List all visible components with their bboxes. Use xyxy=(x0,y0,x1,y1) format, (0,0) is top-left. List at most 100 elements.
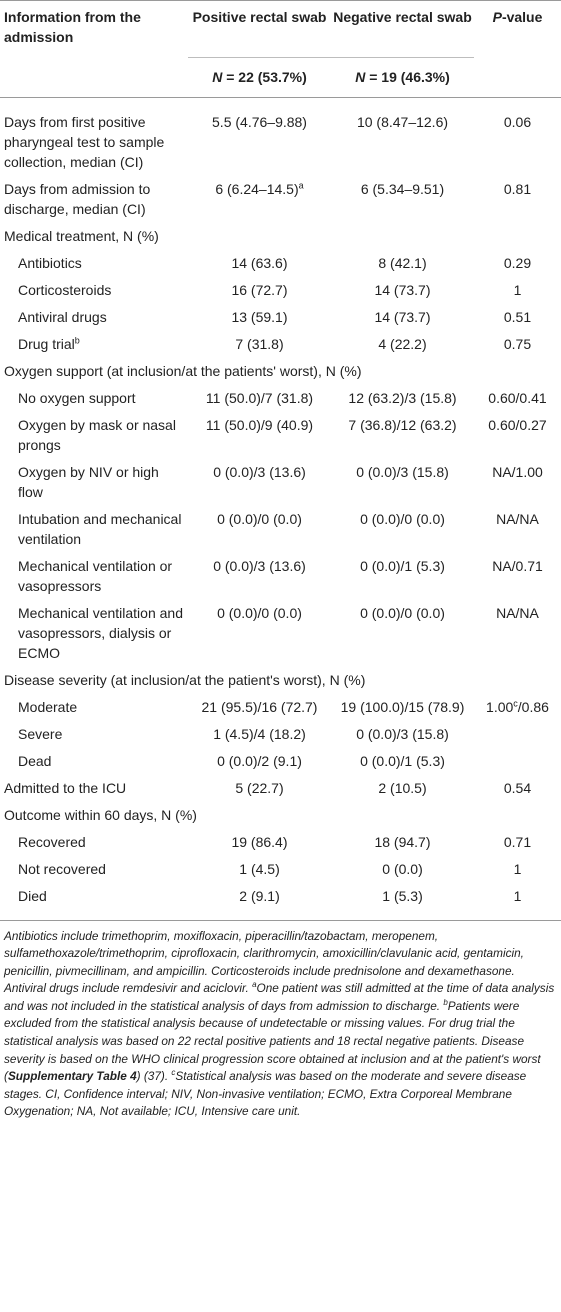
header-negative: Negative rectal swab xyxy=(331,0,474,57)
n-negative-letter: N xyxy=(355,68,366,85)
row-label: Oxygen by mask or nasal prongs xyxy=(18,416,176,453)
table-row: Corticosteroids 16 (72.7) 14 (73.7) 1 xyxy=(0,276,561,303)
cell-p-value: NA/NA xyxy=(496,510,539,527)
cell-positive: 11 (50.0)/7 (31.8) xyxy=(205,389,314,406)
cell-p-value: 1 xyxy=(474,881,561,921)
table-row: Mechanical ventilation or vasopressors 0… xyxy=(0,552,561,599)
row-label: Dead xyxy=(18,752,52,769)
cell-positive: 0 (0.0)/3 (13.6) xyxy=(213,557,306,574)
table-row: Days from first positive pharyngeal test… xyxy=(0,97,561,175)
table-row: Oxygen by mask or nasal prongs 11 (50.0)… xyxy=(0,411,561,458)
n-negative-value: = 19 (46.3%) xyxy=(365,68,450,85)
cell-negative: 12 (63.2)/3 (15.8) xyxy=(348,389,457,406)
cell-p-value: 0.54 xyxy=(503,779,532,796)
cell-negative: 6 (5.34–9.51) xyxy=(360,180,445,197)
row-label: Oxygen by NIV or high flow xyxy=(18,463,159,500)
footnote-marker: c xyxy=(513,697,518,708)
cell-negative: 0 (0.0) xyxy=(382,860,423,877)
footnote-marker: b xyxy=(74,334,80,345)
cell-negative: 2 (10.5) xyxy=(378,779,427,796)
header-information: Information from the admission xyxy=(0,0,188,57)
cell-p-value: 1.00c/0.86 xyxy=(486,697,549,715)
cell-p-value: 0.51 xyxy=(503,308,532,325)
table-row: Severe 1 (4.5)/4 (18.2) 0 (0.0)/3 (15.8) xyxy=(0,720,561,747)
table-footnote: Antibiotics include trimethoprim, moxifl… xyxy=(4,928,555,1119)
row-label: Corticosteroids xyxy=(18,281,112,298)
cell-positive: 21 (95.5)/16 (72.7) xyxy=(201,698,318,715)
section-row: Medical treatment, N (%) xyxy=(0,222,561,249)
cell-p-value: NA/0.71 xyxy=(492,557,543,574)
cell-p-value: NA/NA xyxy=(496,604,539,621)
n-negative: N = 19 (46.3%) xyxy=(331,56,474,98)
cell-positive: 1 (4.5)/4 (18.2) xyxy=(213,725,306,742)
cell-p-value: 0.60/0.27 xyxy=(488,416,547,433)
cell-positive: 6 (6.24–14.5)a xyxy=(215,179,304,197)
table-row: Not recovered 1 (4.5) 0 (0.0) 1 xyxy=(0,855,561,882)
table-row: Oxygen by NIV or high flow 0 (0.0)/3 (13… xyxy=(0,458,561,505)
cell-negative: 8 (42.1) xyxy=(378,254,427,271)
footnote-marker: a xyxy=(252,980,257,990)
section-label: Medical treatment, N (%) xyxy=(4,227,159,244)
row-label: No oxygen support xyxy=(18,389,136,406)
row-label: Mechanical ventilation or vasopressors xyxy=(18,557,173,594)
cell-positive: 5.5 (4.76–9.88) xyxy=(212,113,307,130)
cell-negative: 1 (5.3) xyxy=(331,881,474,921)
footnote-marker: b xyxy=(443,997,448,1007)
cell-negative: 0 (0.0)/0 (0.0) xyxy=(360,604,445,621)
row-label: Severe xyxy=(18,725,63,742)
section-label: Disease severity (at inclusion/at the pa… xyxy=(4,671,366,688)
cell-p-value xyxy=(474,747,561,774)
cell-negative: 18 (94.7) xyxy=(374,833,431,850)
table-row: Died 2 (9.1) 1 (5.3) 1 xyxy=(0,881,561,921)
cell-negative: 0 (0.0)/0 (0.0) xyxy=(360,510,445,527)
cell-positive: 2 (9.1) xyxy=(188,881,331,921)
supplementary-table-link[interactable]: Supplementary Table 4 xyxy=(7,1069,137,1084)
cell-negative: 7 (36.8)/12 (63.2) xyxy=(348,416,457,433)
n-positive-letter: N xyxy=(212,68,223,85)
section-row: Oxygen support (at inclusion/at the pati… xyxy=(0,357,561,384)
row-label: Moderate xyxy=(18,698,78,715)
row-label: Recovered xyxy=(18,833,86,850)
row-label: Mechanical ventilation and vasopressors,… xyxy=(18,604,183,661)
section-row: Outcome within 60 days, N (%) xyxy=(0,801,561,828)
cell-negative: 14 (73.7) xyxy=(374,308,431,325)
cell-p-value: 1 xyxy=(513,860,522,877)
cell-positive: 13 (59.1) xyxy=(231,308,288,325)
cell-negative: 14 (73.7) xyxy=(374,281,431,298)
section-label: Oxygen support (at inclusion/at the pati… xyxy=(4,362,362,379)
row-label: Antiviral drugs xyxy=(18,308,107,325)
cell-p-value xyxy=(474,720,561,747)
section-row: Disease severity (at inclusion/at the pa… xyxy=(0,666,561,693)
cell-negative: 19 (100.0)/15 (78.9) xyxy=(340,698,465,715)
cell-p-value: 0.60/0.41 xyxy=(488,389,547,406)
footnote-marker: c xyxy=(171,1068,176,1078)
n-positive-value: = 22 (53.7%) xyxy=(222,68,307,85)
footnote-marker: a xyxy=(298,179,304,190)
cell-positive: 0 (0.0)/0 (0.0) xyxy=(217,604,302,621)
row-label: Drug trialb xyxy=(18,334,80,352)
cell-p-value: 0.71 xyxy=(503,833,532,850)
cell-negative: 4 (22.2) xyxy=(378,335,427,352)
table-row: No oxygen support 11 (50.0)/7 (31.8) 12 … xyxy=(0,384,561,411)
row-label: Days from admission to discharge, median… xyxy=(4,180,151,217)
cell-negative: 0 (0.0)/3 (15.8) xyxy=(356,725,449,742)
cell-negative: 0 (0.0)/3 (15.8) xyxy=(356,463,449,480)
table-row: Antiviral drugs 13 (59.1) 14 (73.7) 0.51 xyxy=(0,303,561,330)
n-positive: N = 22 (53.7%) xyxy=(188,56,331,98)
header-row: Information from the admission Positive … xyxy=(0,0,561,57)
cell-p-value: 0.75 xyxy=(503,335,532,352)
table-row: Intubation and mechanical ventilation 0 … xyxy=(0,505,561,552)
header-p-rest: -value xyxy=(501,9,543,25)
cell-negative: 10 (8.47–12.6) xyxy=(356,113,449,130)
cell-positive: 14 (63.6) xyxy=(231,254,288,271)
header-positive: Positive rectal swab xyxy=(188,0,331,57)
row-label: Admitted to the ICU xyxy=(4,779,127,796)
table-row: Antibiotics 14 (63.6) 8 (42.1) 0.29 xyxy=(0,249,561,276)
cell-positive: 0 (0.0)/3 (13.6) xyxy=(213,463,306,480)
cell-positive: 0 (0.0)/0 (0.0) xyxy=(217,510,302,527)
cell-positive: 1 (4.5) xyxy=(239,860,280,877)
cell-positive: 16 (72.7) xyxy=(231,281,288,298)
data-table: Information from the admission Positive … xyxy=(0,0,561,921)
row-label: Died xyxy=(0,881,188,921)
cell-p-value: 0.06 xyxy=(503,113,532,130)
